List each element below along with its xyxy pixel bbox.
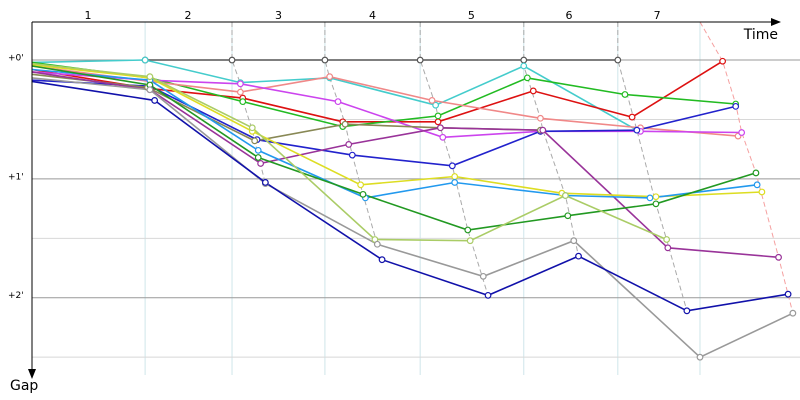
x-tick-label: 5	[468, 9, 475, 22]
point	[575, 252, 582, 260]
point	[378, 256, 386, 264]
point	[614, 56, 622, 64]
point	[529, 87, 537, 95]
point	[228, 56, 236, 64]
lap-line	[617, 22, 688, 311]
point	[239, 98, 247, 106]
x-tick-label: 6	[566, 9, 573, 22]
point	[789, 309, 797, 317]
point	[752, 169, 760, 177]
point	[357, 181, 365, 189]
point	[448, 162, 456, 170]
point	[784, 290, 792, 298]
point	[434, 118, 442, 126]
point	[341, 120, 349, 128]
point	[484, 291, 492, 299]
point	[257, 160, 265, 167]
point	[151, 97, 159, 104]
point	[738, 129, 746, 136]
point	[451, 179, 459, 186]
point	[646, 194, 654, 202]
point	[523, 74, 531, 82]
point	[464, 226, 472, 234]
point	[254, 154, 262, 161]
x-tick-label: 7	[654, 9, 661, 22]
point	[683, 307, 691, 315]
point	[146, 86, 154, 94]
y-tick-label: +1'	[8, 172, 24, 182]
point	[428, 97, 436, 104]
series-line	[31, 80, 789, 312]
point	[451, 173, 459, 180]
series-line	[31, 79, 736, 167]
point	[664, 244, 672, 252]
point	[248, 124, 256, 132]
point	[326, 73, 334, 81]
point	[146, 73, 154, 81]
point	[416, 56, 424, 64]
series-line	[31, 71, 742, 139]
series-line	[31, 64, 762, 198]
point	[434, 112, 442, 120]
x-tick-label: 1	[84, 9, 91, 22]
series-line	[31, 77, 794, 359]
series-line	[31, 68, 758, 199]
point	[652, 200, 660, 208]
point	[628, 113, 636, 121]
lap-line	[324, 22, 378, 245]
x-axis-label: Time	[743, 27, 778, 43]
point	[348, 151, 356, 159]
point	[520, 62, 528, 70]
point	[564, 212, 572, 220]
point	[251, 137, 259, 145]
point	[373, 240, 381, 248]
point	[663, 236, 671, 243]
point	[570, 237, 578, 245]
x-tick-label: 3	[275, 9, 282, 22]
point	[537, 114, 544, 122]
series-layer	[31, 21, 797, 361]
x-tick-label: 4	[369, 9, 376, 22]
point	[520, 56, 528, 64]
series-line	[31, 61, 736, 128]
point	[621, 91, 629, 98]
point	[359, 190, 367, 198]
point	[437, 124, 444, 132]
point	[236, 88, 244, 96]
series-line	[31, 65, 739, 137]
point	[439, 133, 447, 141]
series-line	[31, 60, 724, 123]
point	[562, 192, 569, 199]
point	[236, 80, 244, 88]
point	[479, 272, 487, 280]
point	[652, 193, 660, 201]
point	[539, 126, 547, 134]
series-line	[31, 62, 667, 242]
y-axis-label: Gap	[10, 378, 38, 394]
point	[466, 237, 474, 245]
y-tick-label: +2'	[8, 291, 24, 301]
point	[696, 353, 704, 361]
point	[633, 126, 641, 134]
x-tick-label: 2	[184, 9, 191, 22]
point	[775, 253, 782, 261]
point	[758, 188, 766, 196]
point	[719, 57, 727, 65]
point	[321, 56, 329, 64]
point	[732, 102, 740, 110]
point	[345, 141, 353, 148]
point	[254, 146, 262, 154]
y-tick-label: +0'	[8, 54, 24, 64]
point	[141, 56, 149, 64]
series-line	[31, 65, 757, 231]
lap-line	[419, 22, 489, 296]
point	[753, 181, 761, 189]
series-line	[31, 71, 779, 259]
point	[432, 101, 440, 109]
point	[334, 98, 342, 106]
point	[261, 179, 269, 186]
